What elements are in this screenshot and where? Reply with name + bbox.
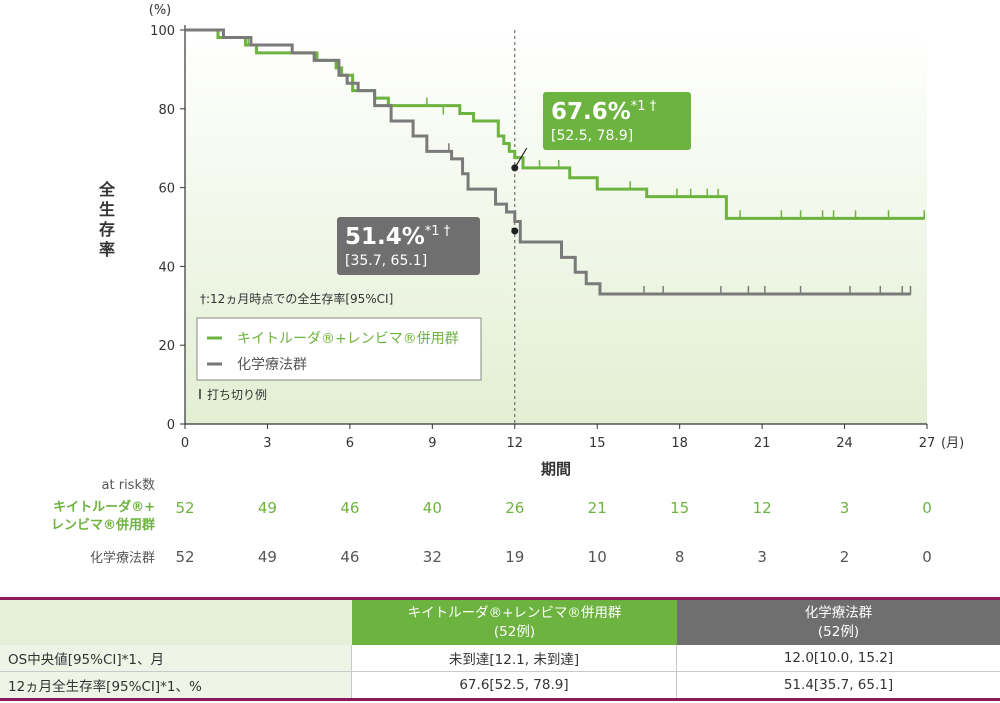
callout-chemo: 51.4%*1 † [35.7, 65.1]: [337, 217, 519, 275]
callout-point: [511, 227, 519, 235]
at-risk-value: 46: [340, 499, 359, 517]
table-row-label-12m: 12ヵ月全生存率[95%CI]*1、%: [0, 672, 352, 698]
x-axis-title: 期間: [541, 460, 571, 478]
table-cell-12m-combo: 67.6[52.5, 78.9]: [352, 672, 677, 698]
table-row-label-os: OS中央値[95%CI]*1、月: [0, 645, 352, 672]
at-risk-value: 32: [423, 548, 442, 566]
table-top-rule: [0, 597, 1000, 600]
y-axis-title: 全生存率: [98, 180, 116, 259]
at-risk-value: 26: [505, 499, 524, 517]
x-unit-label: (月): [941, 436, 964, 451]
callout-value: 51.4%*1 †: [345, 224, 451, 250]
at-risk-value: 49: [258, 548, 277, 566]
y-unit-label: (%): [149, 3, 172, 18]
series-line-chemo: [185, 28, 911, 296]
at-risk-title: at risk数: [102, 478, 155, 493]
at-risk-value: 2: [840, 548, 850, 566]
x-tick-label: 18: [671, 436, 688, 451]
at-risk-value: 21: [588, 499, 607, 517]
at-risk-value: 46: [340, 548, 359, 566]
censor-legend-label: 打ち切り例: [207, 388, 267, 402]
x-tick-label: 15: [589, 436, 606, 451]
table-header-combo-name: キイトルーダ®+レンビマ®併用群: [407, 604, 622, 621]
y-tick-label: 20: [158, 339, 175, 354]
x-tick-label: 6: [346, 436, 354, 451]
callout-point: [511, 164, 519, 172]
at-risk-value: 0: [922, 499, 932, 517]
at-risk-value: 8: [675, 548, 685, 566]
at-risk-value: 52: [175, 499, 194, 517]
x-tick-label: 0: [181, 436, 189, 451]
at-risk-value: 12: [753, 499, 772, 517]
x-tick-label: 9: [428, 436, 436, 451]
at-risk-value: 52: [175, 548, 194, 566]
at-risk-value: 10: [588, 548, 607, 566]
x-tick-label: 3: [263, 436, 271, 451]
at-risk-value: 3: [840, 499, 850, 517]
x-tick-label: 21: [754, 436, 771, 451]
table-header-empty: [0, 600, 352, 645]
y-tick-label: 0: [167, 418, 175, 433]
table-cell-os-combo: 未到達[12.1, 未到達]: [352, 645, 677, 672]
table-header-combo-n: (52例): [493, 623, 536, 640]
legend-box: [196, 317, 482, 381]
table-header-chemo: 化学療法群 (52例): [677, 600, 1000, 645]
x-tick-label: 12: [507, 436, 524, 451]
results-table: キイトルーダ®+レンビマ®併用群 (52例) 化学療法群 (52例) OS中央値…: [0, 597, 1000, 701]
callout-ci: [52.5, 78.9]: [551, 128, 633, 144]
y-tick-label: 60: [158, 182, 175, 197]
at-risk-value: 40: [423, 499, 442, 517]
callout-value: 67.6%*1 †: [551, 99, 657, 125]
table-cell-os-chemo: 12.0[10.0, 15.2]: [677, 645, 1000, 672]
at-risk-value: 3: [757, 548, 767, 566]
x-tick-label: 24: [836, 436, 853, 451]
at-risk-value: 0: [922, 548, 932, 566]
at-risk-value: 49: [258, 499, 277, 517]
table-cell-12m-chemo: 51.4[35.7, 65.1]: [677, 672, 1000, 698]
at-risk-value: 19: [505, 548, 524, 566]
callout-combo: 67.6%*1 † [52.5, 78.9]: [511, 92, 691, 172]
y-tick-label: 100: [150, 24, 175, 39]
table-header-combo: キイトルーダ®+レンビマ®併用群 (52例): [352, 600, 677, 645]
at-risk-row-label: キイトルーダ®+: [53, 499, 155, 515]
y-tick-label: 80: [158, 103, 175, 118]
legend-label: 化学療法群: [237, 356, 307, 373]
table-header-chemo-n: (52例): [817, 623, 860, 640]
at-risk-value: 15: [670, 499, 689, 517]
table-bottom-rule: [0, 698, 1000, 701]
y-tick-label: 40: [158, 260, 175, 275]
callout-ci: [35.7, 65.1]: [345, 253, 427, 269]
callout-leader: [514, 147, 528, 169]
table-header-chemo-name: 化学療法群: [804, 604, 873, 621]
footnote-dagger: †:12ヵ月時点での全生存率[95%CI]: [200, 291, 393, 306]
legend-label: キイトルーダ®+レンビマ®併用群: [237, 331, 459, 347]
x-tick-label: 27: [919, 436, 936, 451]
callout-box: [543, 92, 691, 150]
at-risk-row-label: 化学療法群: [90, 550, 155, 566]
at-risk-row-label: レンビマ®併用群: [51, 517, 155, 533]
callout-box: [337, 217, 480, 275]
